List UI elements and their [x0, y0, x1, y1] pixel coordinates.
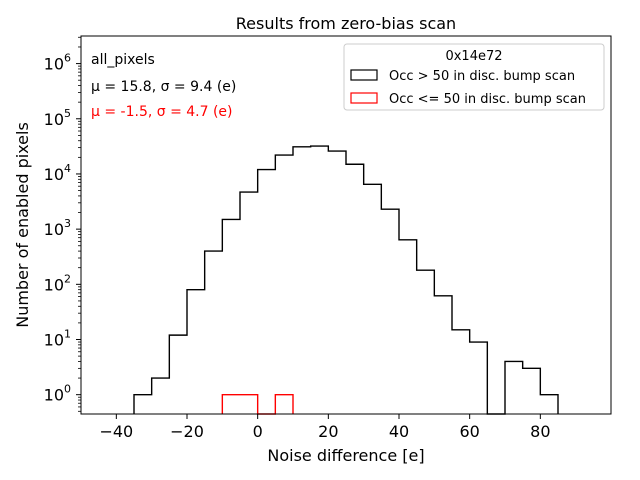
- x-tick-label: −20: [170, 422, 204, 441]
- x-tick-label: 80: [530, 422, 550, 441]
- stats-annotations: all_pixels μ = 15.8, σ = 9.4 (e) μ = -1.…: [91, 52, 236, 120]
- y-axis-label: Number of enabled pixels: [13, 122, 32, 328]
- legend-label-good: Occ > 50 in disc. bump scan: [389, 69, 575, 84]
- x-tick-label: 40: [389, 422, 409, 441]
- chart-title: Results from zero-bias scan: [236, 14, 456, 33]
- legend-swatch-bad: [350, 92, 378, 104]
- plot-area: [80, 35, 612, 415]
- histogram-series-0: [133, 145, 559, 415]
- x-tick-label: −40: [99, 422, 133, 441]
- annotation-stats-bad: μ = -1.5, σ = 4.7 (e): [91, 104, 233, 120]
- x-tick-label: 0: [253, 422, 263, 441]
- y-tick-label: 102: [44, 272, 71, 294]
- legend-frame: [343, 43, 605, 111]
- legend: 0x14e72 Occ > 50 in disc. bump scan Occ …: [343, 43, 605, 111]
- x-axis: −40 −20 0 20 40 60 80: [99, 414, 551, 441]
- y-tick-label: 104: [44, 162, 71, 184]
- y-tick-label: 101: [44, 328, 71, 350]
- y-tick-label: 103: [44, 217, 71, 239]
- histogram-series-1: [221, 393, 294, 415]
- x-tick-label: 20: [318, 422, 338, 441]
- legend-label-bad: Occ <= 50 in disc. bump scan: [389, 92, 586, 107]
- x-tick-label: 60: [459, 422, 479, 441]
- legend-title: 0x14e72: [445, 49, 502, 64]
- series-layer: [133, 145, 559, 415]
- y-tick-label: 105: [44, 107, 71, 129]
- annotation-dataset-name: all_pixels: [91, 52, 155, 68]
- y-tick-label: 100: [44, 383, 71, 405]
- annotation-stats-good: μ = 15.8, σ = 9.4 (e): [91, 79, 236, 95]
- y-axis: 100 101 102 103 104 105 106: [44, 36, 81, 412]
- legend-swatch-good: [350, 69, 378, 81]
- y-tick-label: 106: [44, 52, 71, 74]
- x-axis-label: Noise difference [e]: [267, 446, 424, 465]
- plot-frame: [80, 35, 612, 415]
